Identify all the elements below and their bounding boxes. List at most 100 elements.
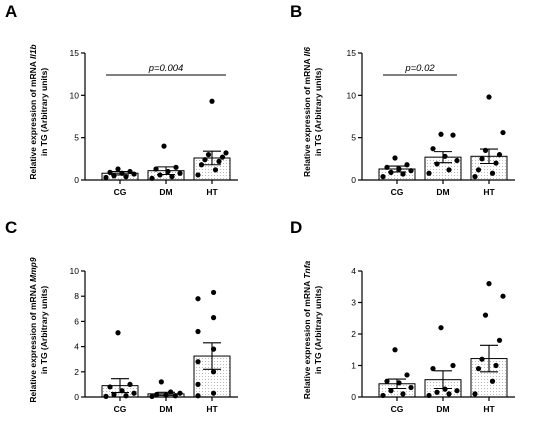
x-tick-label: CG [391, 187, 404, 197]
data-point [475, 366, 482, 372]
data-point [127, 381, 133, 387]
data-point [198, 162, 205, 168]
y-tick-label: 4 [74, 342, 79, 352]
y-tick-label: 6 [74, 316, 79, 326]
data-point [454, 388, 460, 394]
data-point [500, 293, 506, 299]
y-tick-label: 10 [70, 90, 80, 100]
chart-panel-b: B Relative expression of mRNA Il6in TG (A… [290, 2, 515, 197]
y-tick-label: 8 [74, 291, 79, 301]
data-point [168, 389, 174, 395]
significance-label: p=0.004 [148, 63, 184, 74]
x-tick-label: CG [391, 404, 404, 414]
data-point [195, 328, 201, 335]
data-point [486, 281, 492, 287]
x-tick-label: HT [206, 187, 218, 197]
data-point [107, 384, 113, 390]
data-point [115, 166, 121, 172]
y-tick-label: 2 [74, 367, 79, 377]
data-point [404, 372, 410, 378]
panel-letter: C [5, 218, 17, 237]
y-axis-title: Relative expression of mRNA Tnfain TG (A… [302, 260, 323, 399]
data-point [392, 155, 398, 161]
data-point [388, 388, 394, 394]
gene-name: Il6 [302, 47, 312, 57]
data-point [442, 386, 448, 392]
data-point [496, 152, 503, 158]
chart-panel-a: A Relative expression of mRNA Il1bin TG (… [5, 2, 238, 197]
chart-panel-c: C Relative expression of mRNA Mmp9in TG (… [5, 218, 238, 414]
y-tick-label: 1 [351, 361, 356, 371]
data-point [454, 157, 460, 164]
data-point [430, 146, 436, 152]
data-point [111, 391, 117, 398]
data-point [408, 168, 414, 174]
data-point [103, 393, 109, 399]
data-point [396, 166, 402, 172]
x-tick-label: HT [483, 187, 495, 197]
y-tick-label: 10 [347, 90, 357, 100]
y-axis-title-line2: in TG (Arbitrary units) [313, 286, 323, 374]
data-point [450, 362, 456, 369]
data-point [195, 381, 201, 387]
data-point [434, 161, 440, 167]
data-point [489, 170, 496, 176]
data-point [195, 296, 201, 302]
data-point [486, 94, 492, 100]
data-point [210, 369, 217, 375]
data-point [195, 359, 201, 365]
data-point [195, 172, 201, 178]
data-point [396, 380, 402, 386]
data-point [479, 356, 485, 362]
data-point [438, 325, 444, 331]
data-point [472, 391, 478, 397]
data-point [479, 156, 485, 162]
gene-name: Il1b [28, 44, 38, 59]
data-point [119, 170, 125, 176]
data-point [475, 167, 482, 173]
data-point [392, 347, 398, 353]
x-tick-label: CG [114, 187, 127, 197]
data-point [210, 315, 217, 321]
y-tick-label: 2 [351, 329, 356, 339]
chart-panel-d: D Relative expression of mRNA Tnfain TG (… [290, 218, 515, 414]
y-axis-title-line1: Relative expression of mRNA Il6 [302, 47, 312, 177]
y-axis-title-line2: in TG (Arbitrary units) [39, 286, 49, 374]
data-point [210, 390, 217, 396]
data-point [493, 362, 499, 369]
y-axis-title-line1: Relative expression of mRNA Mmp9 [28, 257, 38, 402]
x-tick-label: DM [436, 404, 449, 414]
data-point [446, 167, 452, 173]
data-point [482, 312, 489, 318]
data-point [212, 167, 219, 173]
data-point [123, 174, 129, 180]
data-point [482, 147, 489, 153]
data-point [209, 98, 215, 104]
gene-name: Tnfa [302, 260, 312, 278]
y-tick-label: 3 [351, 298, 356, 308]
x-tick-label: DM [159, 404, 172, 414]
data-point [173, 164, 179, 170]
x-tick-label: DM [436, 187, 449, 197]
data-point [127, 168, 133, 175]
data-point [115, 330, 121, 336]
y-tick-label: 15 [70, 48, 80, 58]
data-point [131, 390, 137, 396]
y-tick-label: 4 [351, 266, 356, 276]
data-point [161, 143, 167, 149]
data-point [154, 391, 160, 398]
y-tick-label: 0 [74, 175, 79, 185]
data-point [384, 164, 390, 170]
data-point [177, 390, 183, 396]
data-point [205, 152, 212, 158]
data-point [149, 393, 155, 399]
panel-letter: B [290, 2, 302, 21]
data-point [489, 378, 496, 384]
y-tick-label: 0 [351, 392, 356, 402]
data-point [408, 384, 414, 391]
data-point [400, 391, 406, 397]
y-tick-label: 5 [74, 133, 79, 143]
data-point [388, 169, 394, 175]
data-point [493, 160, 499, 166]
